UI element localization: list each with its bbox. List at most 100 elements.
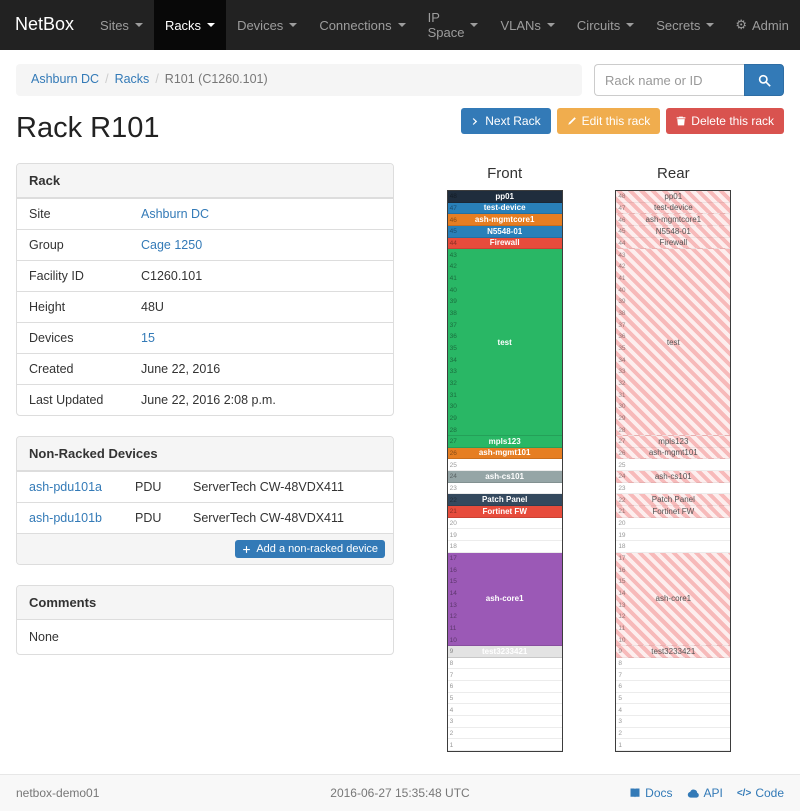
device-rear-mpls123[interactable]: mpls123 [616, 436, 731, 448]
attr-label: Last Updated [29, 393, 104, 407]
device-front-pp01[interactable]: pp01 [447, 191, 562, 203]
search-button[interactable] [744, 64, 784, 96]
chevron-right-icon [472, 117, 478, 125]
device-rear-firewall[interactable]: Firewall [616, 237, 731, 250]
group-link[interactable]: Cage 1250 [141, 238, 203, 252]
device-front-ash-cs101[interactable]: ash-cs101 [447, 471, 562, 483]
device-front-test3233421[interactable]: test3233421 [447, 646, 562, 658]
book-icon [630, 788, 640, 798]
top-navbar: NetBox Sites Racks Devices Connections I… [0, 0, 800, 50]
device-label: Patch Panel [481, 495, 528, 505]
last-updated-value: June 22, 2016 2:08 p.m. [141, 393, 276, 407]
nav-item-sites[interactable]: Sites [89, 0, 154, 50]
device-front-test[interactable]: test [447, 249, 562, 436]
nav-item-label: Connections [319, 17, 392, 33]
unit-number: 15 [618, 578, 626, 586]
rack-unit [616, 459, 731, 471]
unit-number: 42 [449, 263, 457, 271]
device-front-n5548-01[interactable]: N5548-01 [447, 226, 562, 238]
api-link[interactable]: API [687, 786, 723, 800]
unit-number: 34 [618, 356, 626, 364]
device-front-ash-mgmtcore1[interactable]: ash-mgmtcore1 [447, 214, 562, 226]
device-label: ash-cs101 [654, 471, 692, 481]
unit-number: 38 [618, 309, 626, 317]
unit-number: 13 [618, 601, 626, 609]
device-rear-ash-mgmtcore1[interactable]: ash-mgmtcore1 [616, 214, 731, 226]
unit-number: 36 [618, 333, 626, 341]
unit-number: 38 [449, 309, 457, 317]
nav-item-connections[interactable]: Connections [308, 0, 416, 50]
devices-count-link[interactable]: 15 [141, 331, 155, 345]
docs-label: Docs [645, 786, 673, 800]
nav-item-racks[interactable]: Racks [153, 0, 227, 50]
device-front-test-device[interactable]: test-device [447, 202, 562, 215]
device-front-ash-mgmt101[interactable]: ash-mgmt101 [447, 447, 562, 460]
rack-unit [616, 693, 731, 705]
device-label: ash-core1 [655, 594, 692, 604]
delete-rack-button[interactable]: Delete this rack [666, 108, 784, 134]
device-label: ash-cs101 [485, 471, 524, 481]
unit-number: 48 [449, 193, 457, 201]
admin-link[interactable]: ⚙ Admin [725, 0, 799, 50]
nav-item-devices[interactable]: Devices [226, 0, 308, 50]
unit-number: 26 [618, 449, 626, 457]
device-rear-test-device[interactable]: test-device [616, 202, 731, 215]
device-rear-ash-mgmt101[interactable]: ash-mgmt101 [616, 447, 731, 460]
nav-item-label: VLANs [500, 17, 541, 33]
device-rear-fortinet-fw[interactable]: Fortinet FW [616, 506, 731, 518]
unit-number: 42 [618, 263, 626, 271]
attr-row-devices: Devices 15 [17, 322, 393, 353]
search-icon [758, 74, 771, 87]
breadcrumb-site-link[interactable]: Ashburn DC [31, 72, 100, 86]
device-rear-pp01[interactable]: pp01 [616, 191, 731, 203]
rack-unit [616, 704, 731, 716]
unit-number: 15 [449, 578, 457, 586]
netbox-brand[interactable]: NetBox [15, 14, 75, 34]
device-type: PDU [135, 511, 162, 525]
unit-number: 37 [618, 321, 626, 329]
attr-row-group: Group Cage 1250 [17, 229, 393, 260]
site-link[interactable]: Ashburn DC [141, 207, 210, 221]
device-front-fortinet-fw[interactable]: Fortinet FW [447, 506, 562, 518]
nav-item-ip-space[interactable]: IP Space [417, 0, 490, 50]
device-front-patch-panel[interactable]: Patch Panel [447, 494, 562, 506]
unit-number: 31 [449, 391, 457, 399]
unit-number: 43 [618, 251, 626, 259]
device-label: N5548-01 [487, 226, 523, 236]
device-rear-n5548-01[interactable]: N5548-01 [616, 226, 731, 238]
device-rear-ash-cs101[interactable]: ash-cs101 [616, 471, 731, 483]
unit-number: 47 [618, 204, 626, 212]
unit-number: 10 [449, 636, 457, 644]
docs-link[interactable]: Docs [629, 786, 673, 800]
device-front-mpls123[interactable]: mpls123 [447, 436, 562, 448]
breadcrumb-racks-link[interactable]: Racks [114, 72, 150, 86]
device-rear-test[interactable]: test [616, 249, 731, 436]
device-label: pp01 [495, 191, 514, 201]
rack-unit [447, 658, 562, 670]
device-rear-test3233421[interactable]: test3233421 [616, 646, 731, 658]
nav-item-secrets[interactable]: Secrets [645, 0, 725, 50]
device-link[interactable]: ash-pdu101b [29, 511, 102, 525]
nav-item-vlans[interactable]: VLANs [489, 0, 565, 50]
add-non-racked-device-button[interactable]: Add a non-racked device [235, 540, 385, 558]
unit-number: 4 [449, 706, 454, 714]
nav-item-circuits[interactable]: Circuits [566, 0, 645, 50]
search-input[interactable] [594, 64, 744, 96]
code-link[interactable]: </> Code [737, 786, 784, 800]
breadcrumb-separator: / [105, 72, 109, 86]
pencil-icon [567, 117, 576, 125]
device-rear-ash-core1[interactable]: ash-core1 [616, 552, 731, 646]
main-menu: Sites Racks Devices Connections IP Space… [89, 0, 725, 50]
comments-panel: Comments None [16, 585, 394, 655]
next-rack-button[interactable]: Next Rack [461, 108, 551, 134]
device-front-firewall[interactable]: Firewall [447, 237, 562, 250]
edit-rack-button[interactable]: Edit this rack [556, 108, 661, 134]
device-front-ash-core1[interactable]: ash-core1 [447, 552, 562, 646]
unit-number: 30 [449, 403, 457, 411]
page-footer: netbox-demo01 2016-06-27 15:35:48 UTC Do… [0, 774, 800, 811]
rack-actions: Next Rack Edit this rack Delete this rac… [461, 108, 784, 134]
rack-unit [616, 541, 731, 553]
attr-row-height: Height 48U [17, 291, 393, 322]
device-rear-patch-panel[interactable]: Patch Panel [616, 494, 731, 506]
device-link[interactable]: ash-pdu101a [29, 480, 102, 494]
